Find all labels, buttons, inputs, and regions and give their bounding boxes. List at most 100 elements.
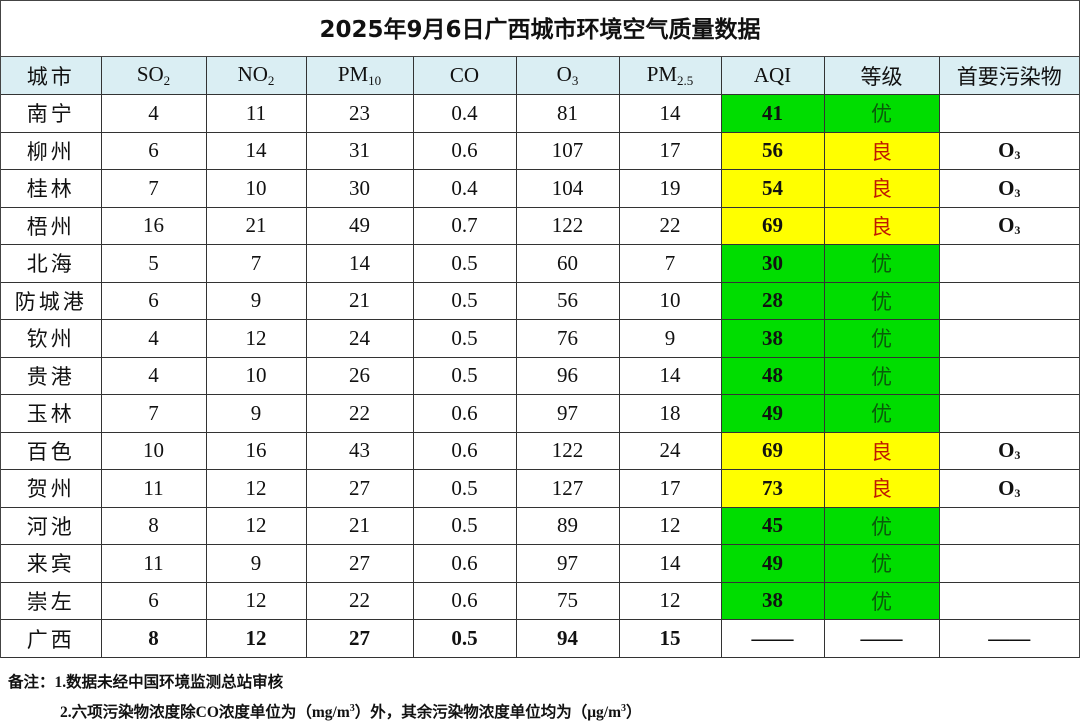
cell-primary: —— [938,619,1079,658]
air-quality-table-container: 2025年9月6日广西城市环境空气质量数据 城市 SO2 NO2 PM10 CO O3 PM… [0,0,1080,658]
cell-o3: 122 [515,431,620,470]
header-label: AQI [753,63,792,87]
cell-level: 优 [823,506,940,545]
cell-city: 贵港 [1,356,102,395]
cell-aqi: 41 [720,94,825,133]
cell-pm10: 27 [305,469,414,508]
cell-level: 优 [823,544,940,583]
cell-primary [938,94,1079,133]
cell-city: 梧州 [1,206,102,245]
cell-level: —— [823,619,940,658]
cell-primary [938,581,1079,620]
cell-aqi: 69 [720,206,825,245]
cell-aqi: 56 [720,131,825,170]
table-row: 北海 5 7 14 0.5 60 7 30 优 [1,244,1079,283]
cell-pm25: 18 [618,394,722,433]
header-label: 首要污染物 [956,64,1062,89]
cell-aqi: 54 [720,169,825,208]
cell-pm10: 31 [305,131,414,170]
cell-co: 0.6 [412,394,517,433]
cell-level: 优 [823,281,940,320]
cell-no2: 9 [205,281,307,320]
cell-pm10: 30 [305,169,414,208]
cell-pm25: 9 [618,319,722,358]
column-header: NO2 [205,57,307,95]
cell-pm10: 26 [305,356,414,395]
cell-pm25: 14 [618,94,722,133]
cell-o3: 89 [515,506,620,545]
note-1: 1.数据未经中国环境监测总站审核 [54,674,284,691]
note-2-part-c: ） [626,704,642,722]
cell-level: 优 [823,394,940,433]
cell-o3: 97 [515,544,620,583]
cell-o3: 104 [515,169,620,208]
cell-primary [938,544,1079,583]
cell-co: 0.5 [412,619,517,658]
cell-pm25: 17 [618,469,722,508]
cell-no2: 12 [205,469,307,508]
column-header: AQI [720,57,825,95]
cell-aqi: 49 [720,394,825,433]
table-row: 贺州 11 12 27 0.5 127 17 73 良 O3 [1,469,1079,508]
cell-o3: 127 [515,469,620,508]
table-row: 钦州 4 12 24 0.5 76 9 38 优 [1,319,1079,358]
notes-label: 备注： [8,674,55,691]
column-header: 首要污染物 [938,57,1079,95]
column-header: PM2.5 [618,57,722,95]
cell-pm10: 27 [305,619,414,658]
cell-level: 良 [823,169,940,208]
cell-co: 0.5 [412,356,517,395]
cell-co: 0.5 [412,469,517,508]
note-2-part-b: ）外，其余污染物浓度单位均为（μg/m [354,704,622,722]
cell-pm25: 19 [618,169,722,208]
cell-level: 良 [823,431,940,470]
header-label: 城市 [26,64,75,89]
table-title: 2025年9月6日广西城市环境空气质量数据 [1,1,1079,57]
cell-aqi: 73 [720,469,825,508]
cell-so2: 4 [100,319,207,358]
cell-co: 0.6 [412,431,517,470]
cell-city: 来宾 [1,544,102,583]
header-subscript: 10 [368,73,382,88]
table-row: 南宁 4 11 23 0.4 81 14 41 优 [1,94,1079,133]
cell-o3: 60 [515,244,620,283]
column-header: SO2 [100,57,207,95]
cell-no2: 16 [205,431,307,470]
column-header: 城市 [1,57,102,95]
cell-so2: 4 [100,356,207,395]
header-label: PM [646,62,678,86]
cell-no2: 9 [205,544,307,583]
cell-so2: 10 [100,431,207,470]
cell-aqi: 30 [720,244,825,283]
cell-city: 桂林 [1,169,102,208]
cell-no2: 7 [205,244,307,283]
cell-city: 南宁 [1,94,102,133]
cell-no2: 11 [205,94,307,133]
cell-city: 贺州 [1,469,102,508]
cell-no2: 12 [205,319,307,358]
cell-city: 钦州 [1,319,102,358]
cell-primary [938,319,1079,358]
cell-aqi: —— [720,619,825,658]
cell-city: 防城港 [1,281,102,320]
cell-pm10: 43 [305,431,414,470]
cell-city: 玉林 [1,394,102,433]
cell-pm10: 21 [305,506,414,545]
cell-level: 优 [823,581,940,620]
cell-aqi: 49 [720,544,825,583]
note-2-sup: 3 [621,703,627,714]
column-header: PM10 [305,57,414,95]
cell-so2: 6 [100,281,207,320]
cell-aqi: 38 [720,581,825,620]
cell-co: 0.4 [412,169,517,208]
header-subscript: 3 [571,73,579,88]
cell-no2: 9 [205,394,307,433]
cell-pm25: 14 [618,544,722,583]
header-subscript: 2 [163,73,171,88]
cell-so2: 6 [100,131,207,170]
cell-level: 优 [823,356,940,395]
cell-co: 0.6 [412,581,517,620]
cell-so2: 7 [100,394,207,433]
cell-pm25: 22 [618,206,722,245]
cell-pm25: 10 [618,281,722,320]
